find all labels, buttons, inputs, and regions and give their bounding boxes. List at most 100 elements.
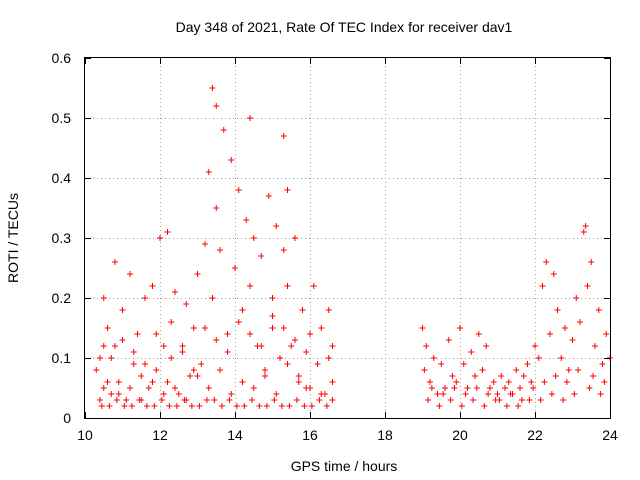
data-point [325,355,332,361]
data-point [301,403,308,409]
data-point [153,331,160,337]
data-point [498,373,505,379]
data-point [601,379,608,385]
data-point [179,343,186,349]
data-point [520,373,527,379]
data-point [108,355,115,361]
data-point [543,259,550,265]
data-point [172,385,178,391]
data-point [307,331,313,337]
data-point [292,235,298,241]
data-point [115,391,122,397]
data-point [108,391,115,397]
data-point [205,169,212,175]
data-point [464,385,471,391]
x-tick-label: 20 [452,427,468,443]
data-point [164,379,171,385]
data-point [217,367,223,373]
data-point [183,301,190,307]
data-point [258,343,265,349]
data-point [100,343,107,349]
data-point [113,397,120,403]
data-point [136,397,143,403]
data-point [226,397,233,403]
data-point [209,85,216,91]
data-point [213,337,220,343]
data-point [554,307,561,313]
data-point [547,331,553,337]
data-point [505,379,512,385]
data-point [239,379,246,385]
data-point [552,373,559,379]
data-point [224,331,231,337]
grid-lines [85,58,610,418]
data-point [503,403,510,409]
data-point [280,325,287,331]
data-point [483,343,490,349]
data-point [329,397,336,403]
data-point [160,391,167,397]
data-point [202,241,208,247]
data-point [449,373,456,379]
data-point [258,253,265,259]
data-point [269,295,276,301]
data-point [314,361,321,367]
data-point [575,367,582,373]
data-point [470,397,477,403]
data-point [262,373,268,379]
data-point [284,283,291,289]
data-point [590,373,597,379]
data-point [196,403,203,409]
data-point [273,391,280,397]
data-point [584,283,591,289]
data-point [532,343,538,349]
y-tick-label: 0 [63,410,71,426]
data-point [153,367,160,373]
data-point [190,325,197,331]
data-point [440,391,447,397]
data-point [112,343,118,349]
data-point [106,403,113,409]
data-point [104,325,111,331]
x-tick-label: 18 [377,427,393,443]
data-point [541,379,548,385]
data-point [588,259,595,265]
data-point [295,373,302,379]
data-point [194,373,201,379]
data-point [247,283,253,289]
data-point [457,325,463,331]
data-point [528,379,535,385]
data-point [98,403,105,409]
data-point [577,319,583,325]
data-point [262,367,268,373]
data-point [100,385,107,391]
data-point [142,295,148,301]
data-point [280,247,287,253]
data-point [269,325,276,331]
data-point [494,391,501,397]
data-point [592,343,598,349]
data-point [580,229,587,235]
data-point [565,367,572,373]
y-tick-label: 0.3 [52,230,72,246]
data-point [468,349,475,355]
data-point [130,349,137,355]
data-point [288,343,295,349]
data-point [485,391,492,397]
data-point [329,379,336,385]
data-point [286,403,293,409]
data-point [202,325,208,331]
y-axis-title: ROTI / TECUs [5,193,21,283]
data-point [232,265,238,271]
data-point [323,403,330,409]
data-point [515,403,522,409]
data-point [138,373,145,379]
data-point [462,391,469,397]
data-point [271,397,278,403]
data-point [175,391,182,397]
data-point [233,403,240,409]
data-point [295,379,302,385]
data-point [308,403,315,409]
data-point [419,325,426,331]
